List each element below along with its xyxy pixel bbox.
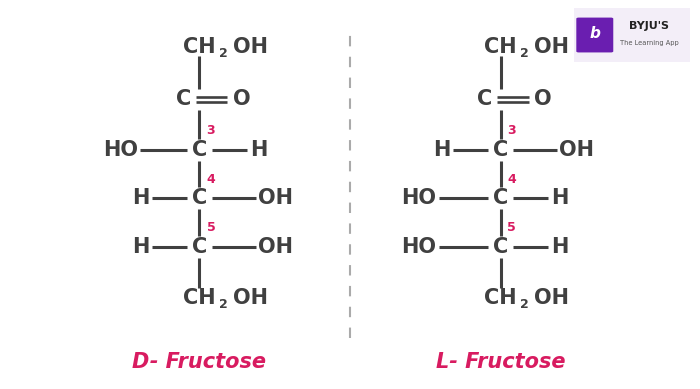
Text: BYJU'S: BYJU'S — [629, 21, 669, 31]
Text: OH: OH — [559, 140, 594, 160]
Text: H: H — [433, 140, 450, 160]
Text: 3: 3 — [206, 124, 215, 137]
Text: C: C — [493, 140, 508, 160]
Text: 2: 2 — [520, 47, 529, 60]
Text: C: C — [192, 237, 207, 257]
Text: 4: 4 — [508, 173, 517, 186]
Text: CH: CH — [484, 37, 517, 57]
Text: 2: 2 — [219, 298, 228, 311]
Text: C: C — [192, 188, 207, 209]
Text: 4: 4 — [206, 173, 216, 186]
Text: C: C — [176, 89, 191, 109]
Text: H: H — [551, 237, 568, 257]
Text: HO: HO — [401, 237, 436, 257]
Text: b: b — [589, 26, 600, 41]
Text: H: H — [250, 140, 267, 160]
Text: 2: 2 — [219, 47, 228, 60]
Text: D- Fructose: D- Fructose — [132, 352, 267, 372]
Text: 5: 5 — [206, 221, 216, 234]
Text: H: H — [132, 237, 149, 257]
Text: C: C — [493, 237, 508, 257]
Text: OH: OH — [258, 188, 293, 209]
Text: 3: 3 — [508, 124, 516, 137]
Text: C: C — [493, 188, 508, 209]
Text: CH: CH — [183, 287, 216, 308]
Text: 5: 5 — [508, 221, 517, 234]
Text: O: O — [534, 89, 552, 109]
Text: OH: OH — [534, 287, 569, 308]
FancyBboxPatch shape — [568, 5, 695, 65]
Text: OH: OH — [233, 37, 268, 57]
Text: C: C — [477, 89, 492, 109]
Text: C: C — [192, 140, 207, 160]
Text: OH: OH — [233, 287, 268, 308]
Text: OH: OH — [258, 237, 293, 257]
Text: The Learning App: The Learning App — [620, 40, 678, 46]
FancyBboxPatch shape — [576, 18, 613, 53]
Text: 2: 2 — [520, 298, 529, 311]
Text: CH: CH — [484, 287, 517, 308]
Text: H: H — [551, 188, 568, 209]
Text: CH: CH — [183, 37, 216, 57]
Text: L- Fructose: L- Fructose — [435, 352, 566, 372]
Text: HO: HO — [103, 140, 138, 160]
Text: HO: HO — [401, 188, 436, 209]
Text: H: H — [132, 188, 149, 209]
Text: O: O — [233, 89, 251, 109]
Text: OH: OH — [534, 37, 569, 57]
